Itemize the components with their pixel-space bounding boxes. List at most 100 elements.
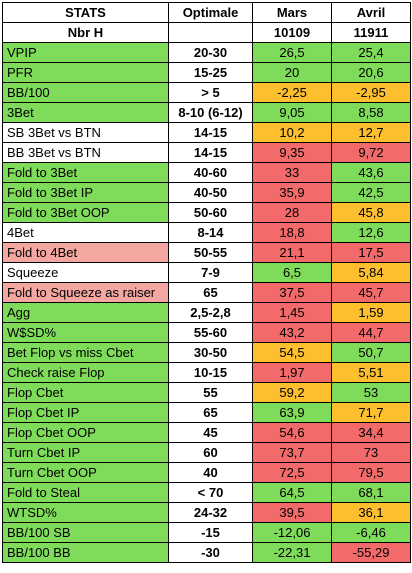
stat-name-cell: 3Bet [2,102,169,123]
avril-value-cell: 53 [331,382,411,403]
table-row: VPIP 20-30 26,5 25,4 [2,42,411,63]
optimale-cell: 20-30 [168,42,253,63]
stats-table-body: STATS Optimale Mars Avril Nbr H 10109 11… [2,2,411,563]
table-row: Flop Cbet IP 65 63,9 71,7 [2,402,411,423]
optimale-cell: 14-15 [168,122,253,143]
mars-value-cell: 20 [252,62,332,83]
optimale-cell: 30-50 [168,342,253,363]
nbr-h-label: Nbr H [2,22,169,43]
stat-name-cell: Fold to 3Bet OOP [2,202,169,223]
optimale-cell: < 70 [168,482,253,503]
mars-value-cell: -2,25 [252,82,332,103]
mars-value-cell: 33 [252,162,332,183]
optimale-cell: 2,5-2,8 [168,302,253,323]
table-row: Flop Cbet 55 59,2 53 [2,382,411,403]
avril-value-cell: 9,72 [331,142,411,163]
optimale-cell: 55-60 [168,322,253,343]
mars-value-cell: 1,97 [252,362,332,383]
avril-value-cell: 42,5 [331,182,411,203]
optimale-cell: 8-14 [168,222,253,243]
nbr-h-mars: 10109 [252,22,332,43]
table-row: BB/100 > 5 -2,25 -2,95 [2,82,411,103]
optimale-cell: 8-10 (6-12) [168,102,253,123]
table-row: 4Bet 8-14 18,8 12,6 [2,222,411,243]
table-row: Turn Cbet IP 60 73,7 73 [2,442,411,463]
hands-count-row: Nbr H 10109 11911 [2,22,411,43]
stat-name-cell: Turn Cbet OOP [2,462,169,483]
table-row: Check raise Flop 10-15 1,97 5,51 [2,362,411,383]
avril-value-cell: -55,29 [331,542,411,563]
table-row: Fold to Squeeze as raiser 65 37,5 45,7 [2,282,411,303]
avril-value-cell: 43,6 [331,162,411,183]
stat-name-cell: VPIP [2,42,169,63]
optimale-cell: 15-25 [168,62,253,83]
stat-name-cell: WTSD% [2,502,169,523]
stat-name-cell: Flop Cbet [2,382,169,403]
optimale-cell: 45 [168,422,253,443]
stat-name-cell: Agg [2,302,169,323]
stat-name-cell: Flop Cbet OOP [2,422,169,443]
avril-value-cell: 71,7 [331,402,411,423]
stat-name-cell: Fold to 3Bet [2,162,169,183]
optimale-cell: 7-9 [168,262,253,283]
avril-value-cell: 68,1 [331,482,411,503]
table-row: SB 3Bet vs BTN 14-15 10,2 12,7 [2,122,411,143]
optimale-cell: 65 [168,402,253,423]
mars-value-cell: 54,5 [252,342,332,363]
stat-name-cell: BB/100 BB [2,542,169,563]
nbr-h-avril: 11911 [331,22,411,43]
avril-value-cell: 17,5 [331,242,411,263]
avril-value-cell: 45,7 [331,282,411,303]
stat-name-cell: Turn Cbet IP [2,442,169,463]
table-row: Turn Cbet OOP 40 72,5 79,5 [2,462,411,483]
avril-value-cell: -6,46 [331,522,411,543]
mars-value-cell: 54,6 [252,422,332,443]
mars-value-cell: 63,9 [252,402,332,423]
stat-name-cell: Flop Cbet IP [2,402,169,423]
mars-value-cell: 9,35 [252,142,332,163]
mars-value-cell: 43,2 [252,322,332,343]
optimale-cell: 55 [168,382,253,403]
header-row: STATS Optimale Mars Avril [2,2,411,23]
optimale-cell: 50-60 [168,202,253,223]
optimale-cell: 60 [168,442,253,463]
table-row: WTSD% 24-32 39,5 36,1 [2,502,411,523]
optimale-cell: 40-50 [168,182,253,203]
optimale-cell: > 5 [168,82,253,103]
avril-value-cell: 73 [331,442,411,463]
mars-value-cell: 37,5 [252,282,332,303]
mars-value-cell: 21,1 [252,242,332,263]
mars-value-cell: -22,31 [252,542,332,563]
stat-name-cell: Fold to Squeeze as raiser [2,282,169,303]
stat-name-cell: Fold to 3Bet IP [2,182,169,203]
avril-value-cell: 36,1 [331,502,411,523]
table-row: Bet Flop vs miss Cbet 30-50 54,5 50,7 [2,342,411,363]
header-stats: STATS [2,2,169,23]
stat-name-cell: Check raise Flop [2,362,169,383]
stats-table: STATS Optimale Mars Avril Nbr H 10109 11… [2,2,411,563]
avril-value-cell: 25,4 [331,42,411,63]
optimale-cell: 14-15 [168,142,253,163]
table-row: Fold to 4Bet 50-55 21,1 17,5 [2,242,411,263]
optimale-cell: 40-60 [168,162,253,183]
avril-value-cell: 34,4 [331,422,411,443]
mars-value-cell: 59,2 [252,382,332,403]
stat-name-cell: BB/100 SB [2,522,169,543]
mars-value-cell: -12,06 [252,522,332,543]
mars-value-cell: 9,05 [252,102,332,123]
avril-value-cell: 12,7 [331,122,411,143]
mars-value-cell: 28 [252,202,332,223]
mars-value-cell: 35,9 [252,182,332,203]
mars-value-cell: 64,5 [252,482,332,503]
optimale-cell: 40 [168,462,253,483]
header-mars: Mars [252,2,332,23]
optimale-cell: 65 [168,282,253,303]
stat-name-cell: BB/100 [2,82,169,103]
optimale-cell: 10-15 [168,362,253,383]
table-row: Fold to Steal < 70 64,5 68,1 [2,482,411,503]
avril-value-cell: 5,51 [331,362,411,383]
table-row: Agg 2,5-2,8 1,45 1,59 [2,302,411,323]
mars-value-cell: 18,8 [252,222,332,243]
optimale-cell: -15 [168,522,253,543]
header-avril: Avril [331,2,411,23]
